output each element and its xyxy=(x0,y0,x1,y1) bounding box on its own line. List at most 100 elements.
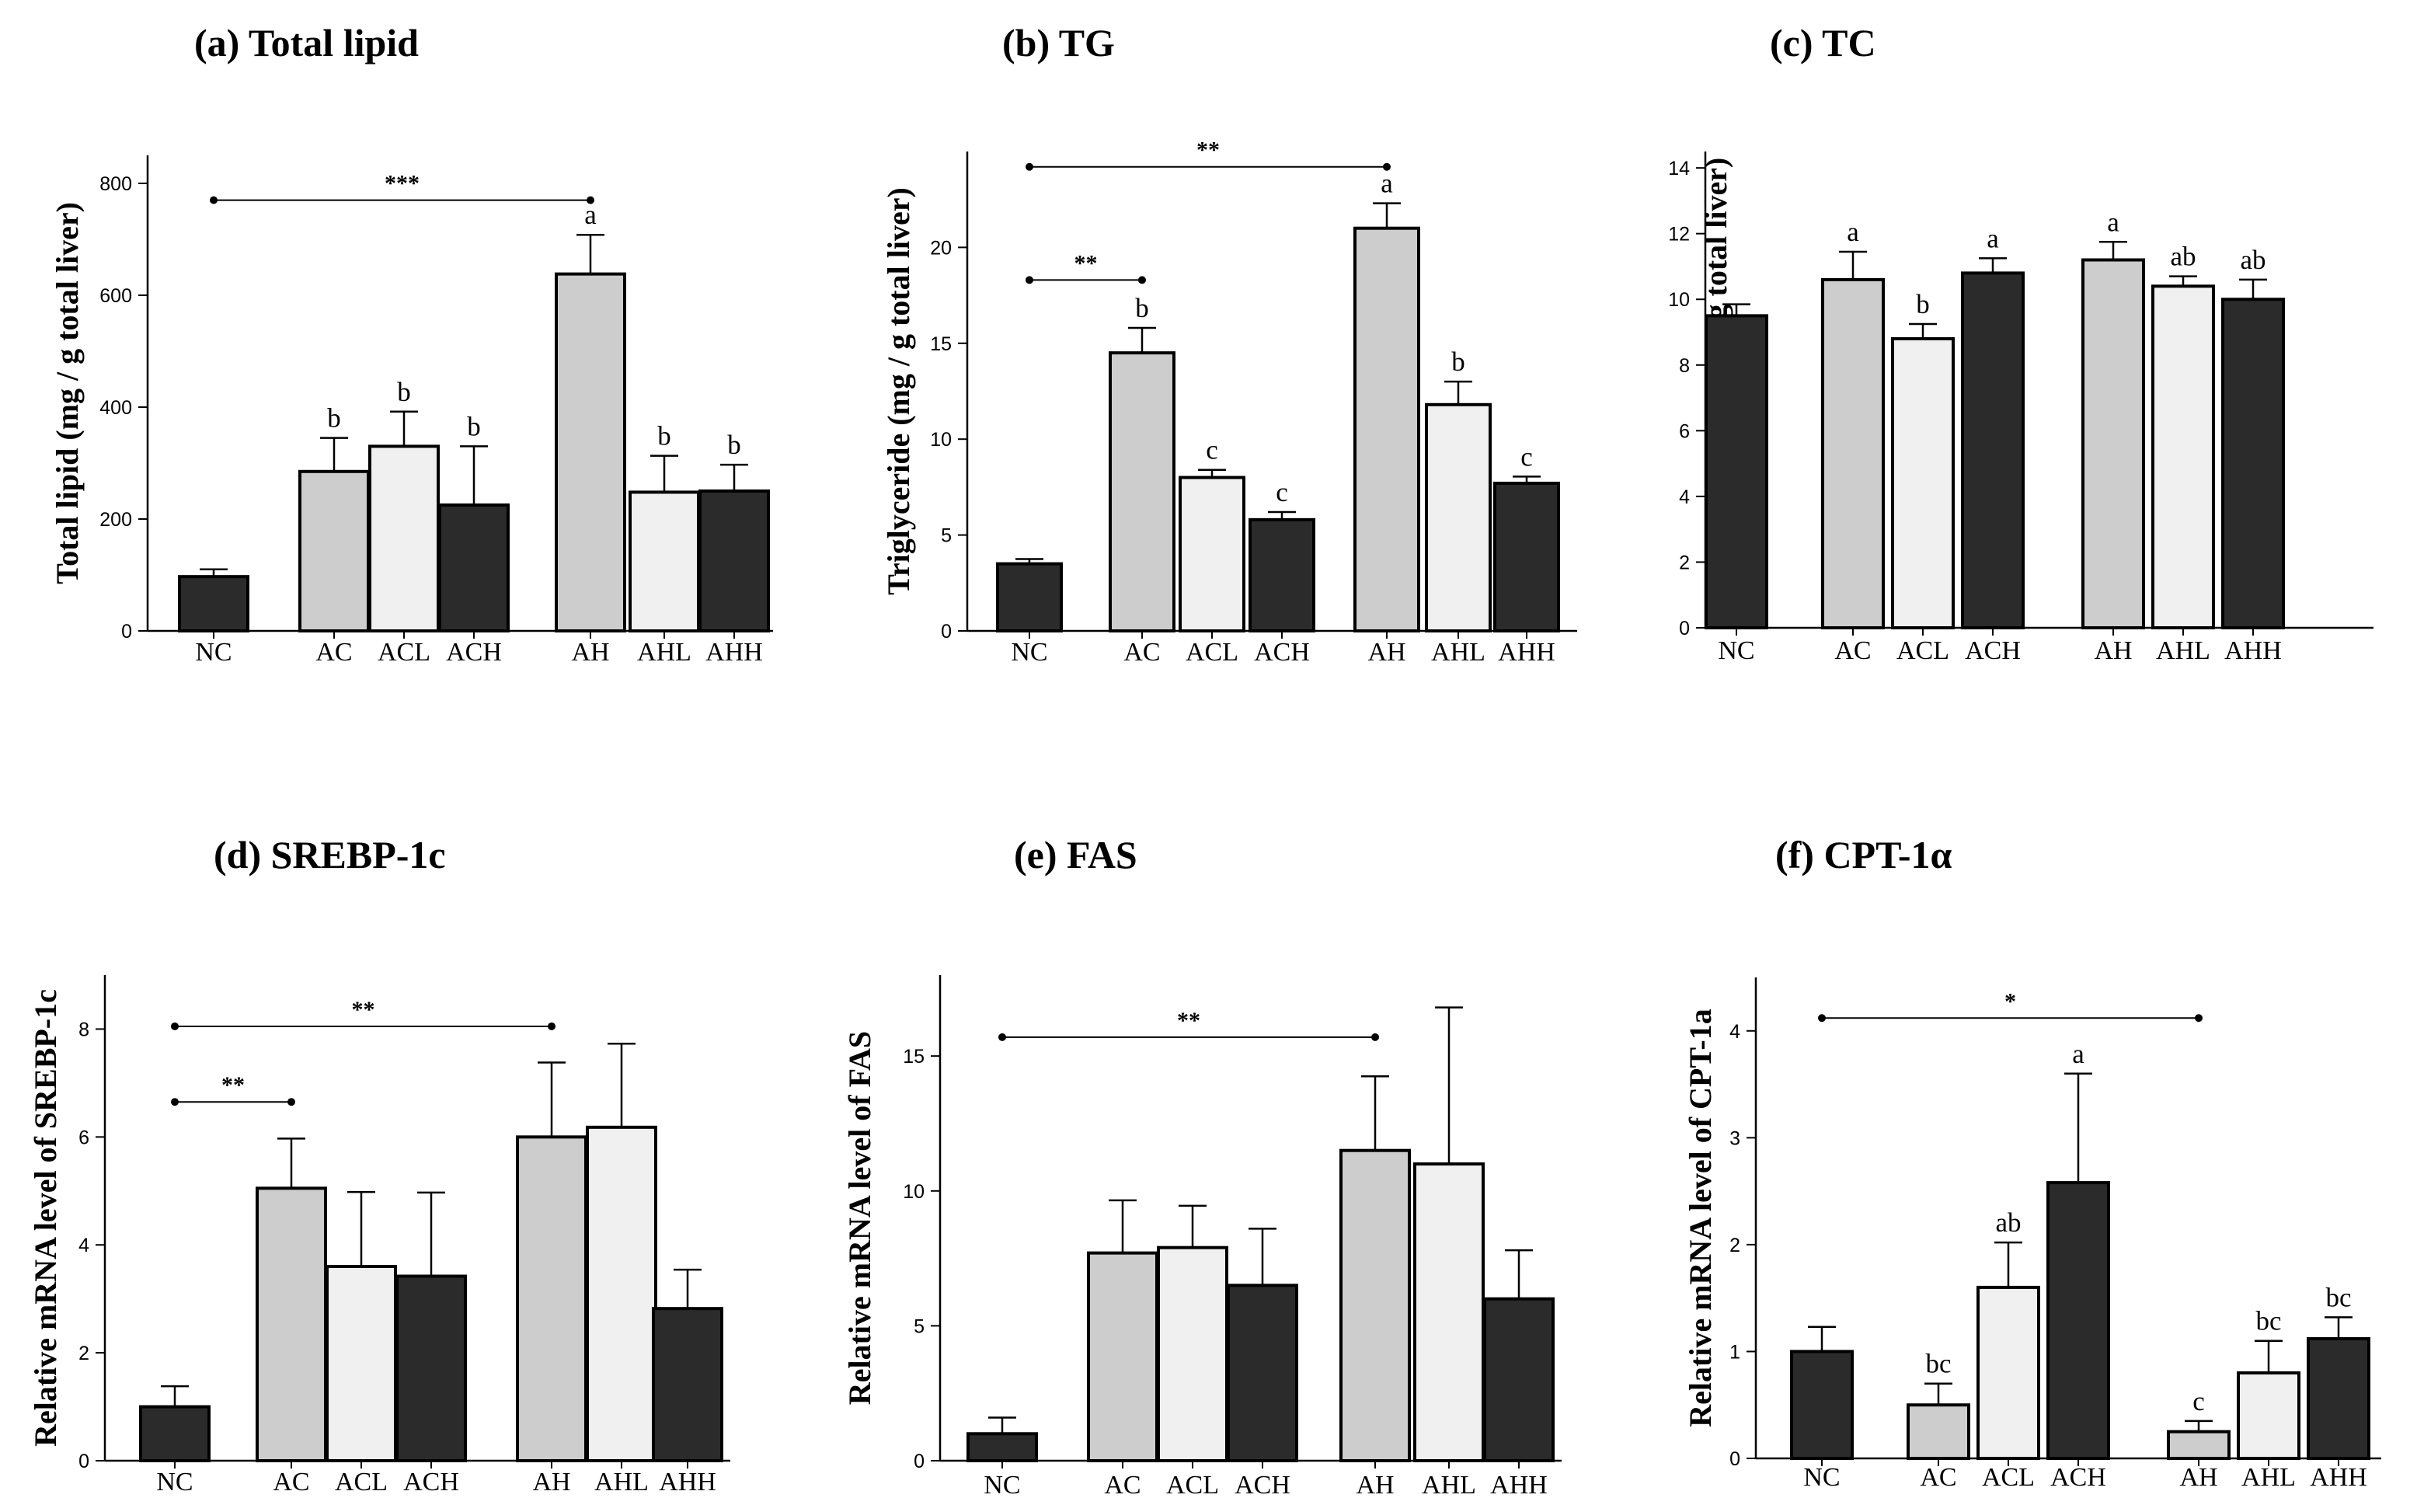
category-label: NC xyxy=(156,1468,193,1496)
chart-title: (c) TC xyxy=(1770,21,1876,64)
chart-title: (f) CPT-1α xyxy=(1775,833,1952,876)
category-label: ACL xyxy=(335,1468,388,1496)
bar-ahl xyxy=(1413,1162,1485,1462)
y-tick-label: 15 xyxy=(930,333,952,355)
category-label: NC xyxy=(1803,1463,1840,1492)
bar-acl xyxy=(1891,336,1955,629)
significance-letter: bc xyxy=(2325,1282,2351,1312)
category-label: AHH xyxy=(705,638,763,667)
bar-nc xyxy=(139,1405,211,1462)
y-axis-label: Relative mRNA level of CPT-1a xyxy=(1683,1009,1718,1427)
y-tick-label: 2 xyxy=(78,1343,89,1364)
significance-letter: bc xyxy=(2255,1306,2281,1336)
significance-stars: * xyxy=(2004,988,2016,1014)
chart-title: (d) SREBP-1c xyxy=(214,833,446,876)
bracket-end-dot xyxy=(1818,1014,1826,1023)
significance-letter: c xyxy=(2192,1386,2205,1416)
bar-ach xyxy=(1227,1284,1298,1462)
category-label: AHL xyxy=(2156,636,2210,665)
bar-nc xyxy=(1790,1350,1854,1461)
bar-acl xyxy=(1976,1285,2040,1461)
bracket-end-dot xyxy=(998,1033,1006,1041)
significance-letter: b xyxy=(657,421,671,451)
y-tick-label: 200 xyxy=(99,509,132,531)
bar-ahh xyxy=(1493,481,1560,632)
y-tick-label: 0 xyxy=(1729,1448,1740,1470)
significance-letter: a xyxy=(1381,169,1393,199)
category-label: AHH xyxy=(1498,638,1555,667)
y-axis-label: Relative mRNA level of FAS xyxy=(842,1031,877,1405)
category-label: AHL xyxy=(1422,1471,1476,1500)
bar-ahl xyxy=(2237,1371,2300,1461)
y-tick-label: 14 xyxy=(1668,158,1690,179)
chart-title: (b) TG xyxy=(1002,21,1115,64)
category-label: ACH xyxy=(446,638,502,667)
y-tick-label: 400 xyxy=(99,397,132,419)
significance-letter: b xyxy=(467,411,481,441)
y-axis-label: Relative mRNA level of SREBP-1c xyxy=(28,989,63,1447)
bracket-end-dot xyxy=(1371,1033,1379,1041)
chart-title: (a) Total lipid xyxy=(194,21,419,64)
significance-stars: *** xyxy=(385,171,420,197)
y-tick-label: 0 xyxy=(1679,618,1690,639)
bar-ac xyxy=(1109,351,1175,632)
y-axis-label: Total lipid (mg / g total liver) xyxy=(50,202,85,584)
bar-ah xyxy=(1353,226,1420,633)
y-tick-label: 6 xyxy=(78,1127,89,1148)
significance-letter: c xyxy=(1520,441,1533,472)
y-tick-label: 0 xyxy=(78,1451,89,1472)
category-label: AH xyxy=(571,638,609,667)
bar-acl xyxy=(368,444,440,633)
category-label: ACH xyxy=(1254,638,1310,667)
significance-letter: b xyxy=(397,377,411,407)
significance-letter: a xyxy=(584,200,597,230)
chart-panel-a: (a) Total lipid Total lipid (mg / g total… xyxy=(50,21,773,667)
category-label: ACL xyxy=(1896,636,1949,665)
bar-ah xyxy=(555,272,626,632)
bar-ac xyxy=(1821,277,1885,629)
bar-ah xyxy=(1339,1148,1411,1462)
category-label: ACH xyxy=(1235,1471,1290,1500)
category-label: AHH xyxy=(2224,636,2282,665)
bar-ac xyxy=(1907,1403,1970,1460)
y-tick-label: 4 xyxy=(1729,1021,1740,1043)
category-label: NC xyxy=(1011,638,1047,667)
category-label: AH xyxy=(1367,638,1405,667)
category-label: AH xyxy=(532,1468,570,1496)
y-tick-label: 2 xyxy=(1729,1235,1740,1256)
category-label: AHL xyxy=(637,638,691,667)
bar-nc xyxy=(178,575,249,632)
bar-ah xyxy=(516,1135,587,1463)
significance-letter: a xyxy=(2107,207,2119,237)
chart-panel-f: (f) CPT-1α Relative mRNA level of CPT-1a 0… xyxy=(1683,833,2381,1492)
category-label: ACH xyxy=(1965,636,2021,665)
category-label: AC xyxy=(1920,1463,1956,1492)
bracket-end-dot xyxy=(171,1022,179,1030)
category-label: AHL xyxy=(2241,1463,2296,1492)
bar-ach xyxy=(2046,1181,2110,1461)
bar-ac xyxy=(256,1186,327,1462)
bar-ah xyxy=(2167,1430,2231,1460)
bracket-end-dot xyxy=(1026,276,1033,284)
significance-letter: ab xyxy=(1995,1207,2021,1238)
y-axis-label: Triglyceride (mg / g total liver) xyxy=(881,187,916,595)
bar-ahh xyxy=(698,489,770,632)
chart-panel-d: (d) SREBP-1c Relative mRNA level of SREBP… xyxy=(28,833,730,1496)
y-tick-label: 12 xyxy=(1668,224,1690,246)
significance-letter: a xyxy=(2072,1039,2084,1069)
y-tick-label: 5 xyxy=(941,525,952,547)
category-label: AH xyxy=(2094,636,2132,665)
significance-letter: b xyxy=(1135,293,1149,323)
bracket-end-dot xyxy=(548,1022,555,1030)
bar-ahl xyxy=(2151,284,2215,629)
y-tick-label: 10 xyxy=(1668,289,1690,311)
bar-ahl xyxy=(586,1125,657,1463)
category-label: NC xyxy=(1718,636,1754,665)
category-label: AHH xyxy=(659,1468,716,1496)
category-label: AHH xyxy=(1490,1471,1548,1500)
category-label: AH xyxy=(1356,1471,1394,1500)
bracket-end-dot xyxy=(287,1098,295,1106)
category-label: AHH xyxy=(2310,1463,2367,1492)
y-tick-label: 0 xyxy=(121,621,132,643)
